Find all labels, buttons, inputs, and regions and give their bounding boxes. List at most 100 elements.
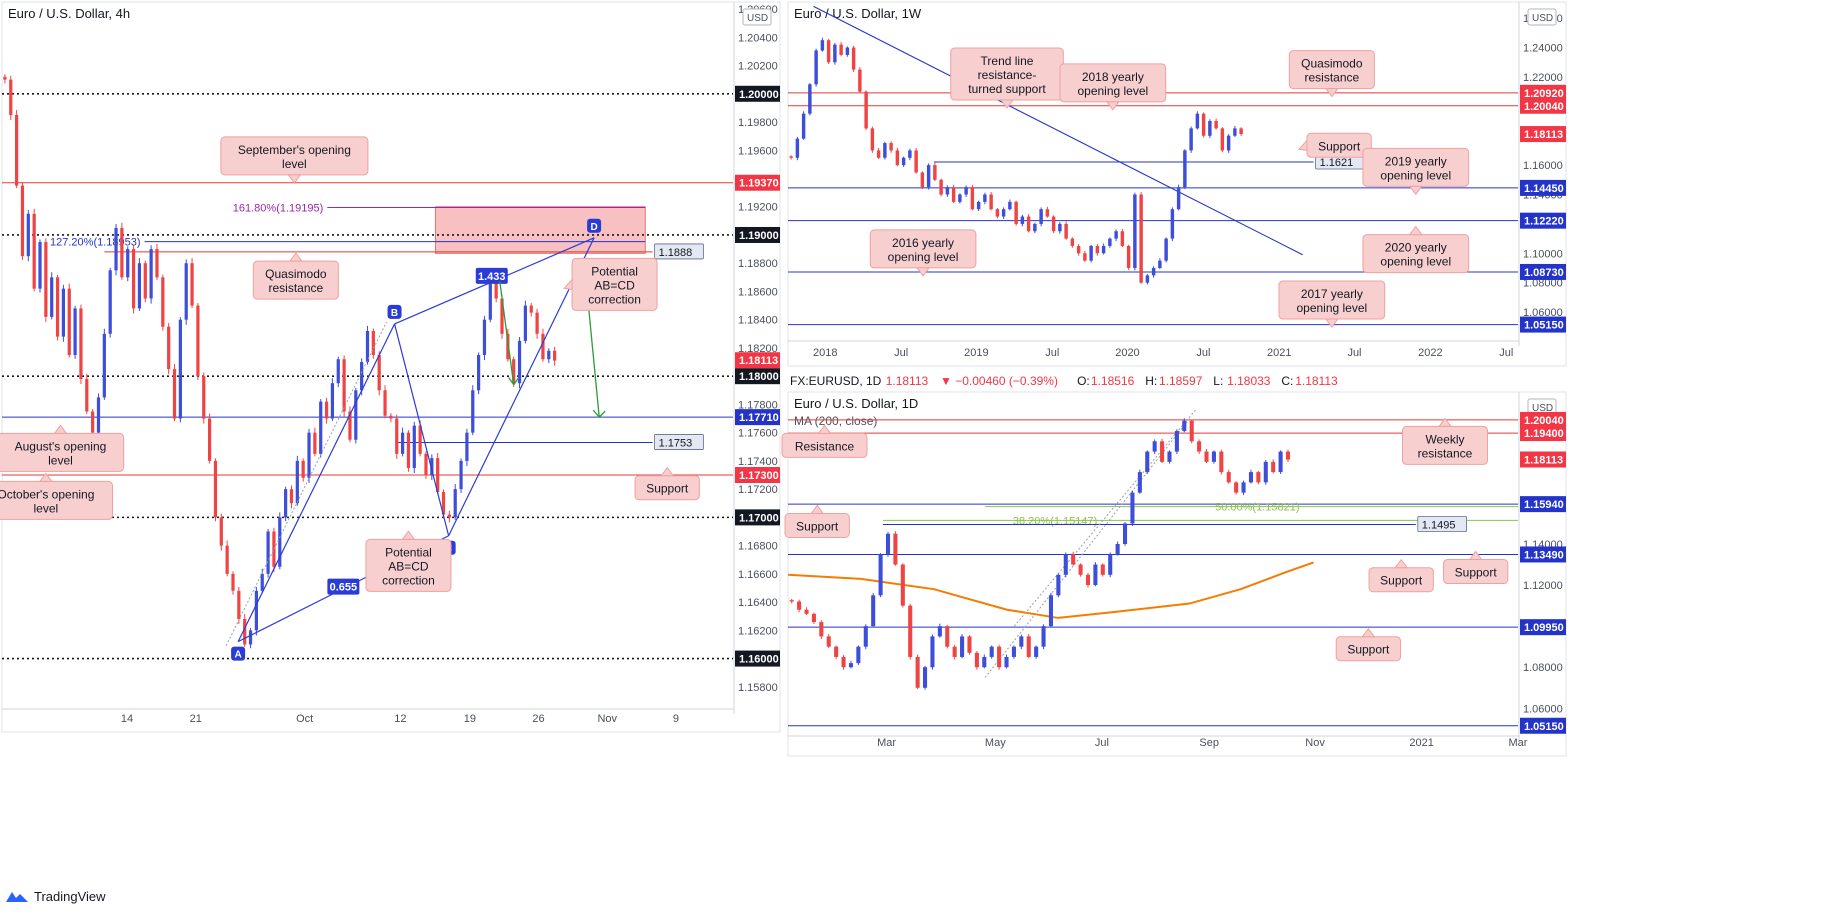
pane-2-annotation-5-pointer xyxy=(1361,627,1376,638)
pane-0-candles-candle xyxy=(412,425,416,468)
pane-0-y-tick: 1.19800 xyxy=(738,117,778,129)
pane-0-candles-candle xyxy=(289,489,294,504)
pane-0-fib-label-0: 161.80%(1.19195) xyxy=(233,202,324,214)
pane-1-x-tick: Jul xyxy=(1499,347,1513,359)
pane-0-candles-candle xyxy=(79,308,83,380)
pane-0-candles-candle xyxy=(143,263,147,299)
pane-0-candles-candle xyxy=(459,460,463,490)
pane-0-candles-candle xyxy=(55,277,60,337)
pane-1-candles-candle xyxy=(1070,238,1075,246)
pane-1-candles-candle xyxy=(1083,253,1087,261)
pattern-point-label-A: A xyxy=(234,650,241,661)
pane-0-candles-candle xyxy=(430,458,434,476)
pane-1-candles-candle xyxy=(1233,128,1237,136)
pane-0-candles-candle xyxy=(506,333,510,360)
pane-2-annotation-1-pointer xyxy=(1438,417,1452,427)
pane-1-candles-candle xyxy=(1039,209,1043,224)
pane-0-candles-candle xyxy=(196,305,200,377)
pane-1-level-1-tag-label: 1.20040 xyxy=(1524,101,1564,113)
pane-2-fib-label-1: 38.20%(1.15147) xyxy=(1013,515,1097,527)
pane-0-candles-candle xyxy=(9,79,13,115)
pane-2-level-4-tag-bg xyxy=(1520,619,1566,636)
pane-2-candles-candle xyxy=(1182,420,1187,432)
pane-2-candles-candle xyxy=(1004,656,1009,668)
pane-1-candles-candle xyxy=(1089,245,1093,261)
pane-0-candles-candle xyxy=(517,340,522,384)
pane-0-candles-candle xyxy=(330,383,335,419)
pane-2-y-tick: 1.06000 xyxy=(1523,703,1563,715)
pane-1-y-tick: 1.24000 xyxy=(1523,43,1563,55)
tradingview-branding[interactable]: TradingView xyxy=(6,889,106,904)
pane-0-candles-candle xyxy=(453,489,457,518)
pane-1-candles-candle xyxy=(789,156,793,158)
pane-0-candles-candle xyxy=(348,411,352,440)
pane-1-candles-candle xyxy=(833,44,837,63)
pane-1-level-0-tag-bg xyxy=(1520,84,1566,101)
pane-1-candles-candle xyxy=(1020,216,1025,224)
pane-1-annotation-2-pointer xyxy=(1324,88,1339,98)
pane-0-level-6-tag-label: 1.17000 xyxy=(739,512,779,524)
pane-1-annotation-1-text-1: opening level xyxy=(1077,84,1148,98)
pattern-point-label-D: D xyxy=(590,222,597,233)
pane-1-annotation-4-text-1: opening level xyxy=(1380,168,1451,182)
pane-1-candles-candle xyxy=(951,187,956,202)
pane-0-candles-candle xyxy=(85,379,89,412)
pane-0-candles-candle xyxy=(389,415,393,419)
pane-0-candles-candle xyxy=(436,458,440,492)
pane-1-candles-candle xyxy=(1220,128,1225,151)
pane-0-candles-candle xyxy=(424,453,428,476)
pane-1-annotation-5-text-0: 2016 yearly xyxy=(892,236,954,250)
pane-0-candles-candle xyxy=(131,249,136,309)
pane-2-x-tick: 2021 xyxy=(1409,737,1433,749)
pane-2-annotation-3-text-0: Support xyxy=(1380,574,1423,588)
pane-1-candles-candle xyxy=(920,172,925,188)
pane-1-annotation-0-text-0: Trend line xyxy=(981,54,1034,68)
pattern-channel xyxy=(225,321,387,646)
pane-1-candles-candle xyxy=(820,40,825,51)
pane-1-candles-candle xyxy=(1214,121,1218,129)
pane-1-partial-tag-0-label: 1.1621 xyxy=(1320,157,1354,169)
pane-2-candles-candle xyxy=(834,646,839,657)
pane-0-candles-candle xyxy=(32,213,36,289)
pane-0-candles-candle xyxy=(529,305,533,313)
pane-0-candles-candle xyxy=(248,630,253,645)
pane-1-candles-candle xyxy=(1058,223,1062,232)
pane-2-candles-candle xyxy=(1071,554,1076,565)
pane-0-annotation-4-pointer xyxy=(38,472,53,482)
pane-2-candles-candle xyxy=(848,663,853,668)
pane-2-y-tick: 1.08000 xyxy=(1523,662,1563,674)
ohlc-close-label: C: xyxy=(1281,374,1293,388)
pane-1-y-tick: 1.22000 xyxy=(1523,72,1563,84)
pane-0-candles-candle xyxy=(547,350,551,360)
pane-1-candles-candle xyxy=(976,201,981,210)
pane-2-level-3-tag-bg xyxy=(1520,546,1566,563)
pane-1-candles xyxy=(789,37,1243,285)
pane-2-level-0-tag-label: 1.20040 xyxy=(1524,415,1564,427)
pane-1-annotation-7-text-1: opening level xyxy=(1296,301,1367,315)
pane-2-candles-candle xyxy=(1108,554,1113,575)
pane-2-level-5-tag-label: 1.05150 xyxy=(1524,721,1564,733)
pane-2-candles-candle xyxy=(1056,574,1061,596)
pane-1-annotation-0-text-2: turned support xyxy=(968,82,1046,96)
pane-0-candles-candle xyxy=(301,460,305,478)
pane-1-candles-candle xyxy=(1051,216,1056,232)
pane-1-annotation-4-pointer xyxy=(1408,185,1423,196)
pane-1-candles-candle xyxy=(839,44,843,55)
pane-1-candles-candle xyxy=(926,165,931,188)
pane-0-title: Euro / U.S. Dollar, 4h xyxy=(8,6,130,21)
pane-1-annotation-3-text-0: Support xyxy=(1318,139,1361,153)
pane-0-candles-candle xyxy=(243,619,247,645)
pane-1-x-tick: Jul xyxy=(1196,347,1210,359)
pane-2-title: Euro / U.S. Dollar, 1D xyxy=(794,396,918,411)
pane-2-indicator-legend: MA (200, close) xyxy=(794,414,877,428)
pane-0-annotation-2-pointer xyxy=(563,278,573,290)
pane-0-candles-candle xyxy=(61,288,66,337)
pane-2-fib-label-0: 50.00%(1.15821) xyxy=(1215,502,1299,514)
pane-0-y-tick: 1.19200 xyxy=(738,202,778,214)
pane-0-annotation-4-text-1: level xyxy=(34,501,59,515)
pane-0-annotation-1-text-0: Quasimodo xyxy=(265,267,327,281)
